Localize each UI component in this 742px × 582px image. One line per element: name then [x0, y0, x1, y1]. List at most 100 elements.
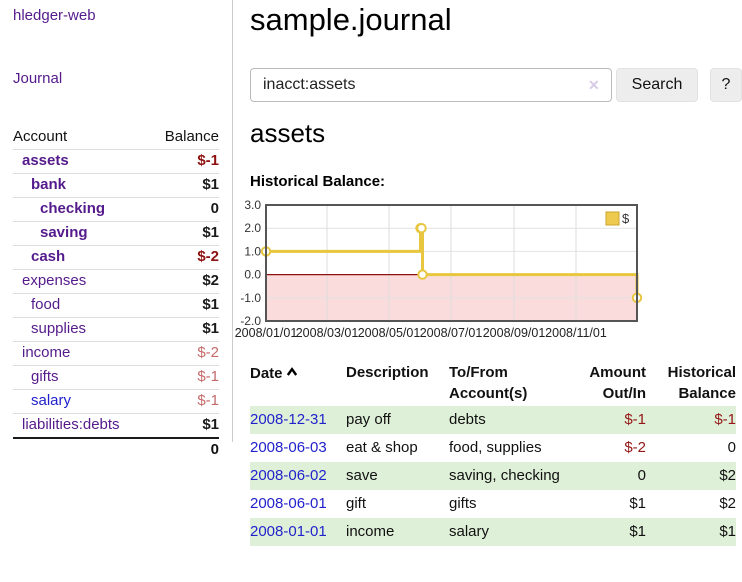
account-cell: saving	[13, 221, 150, 246]
transaction-row: 2008-06-03 eat & shop food, supplies $-2 0	[250, 434, 736, 462]
transaction-balance: $-1	[714, 411, 736, 428]
column-header-accounts-line1: To/From	[449, 364, 508, 381]
transaction-amount: $-2	[624, 439, 646, 456]
transaction-date-link[interactable]: 2008-06-03	[250, 439, 327, 456]
account-cell: liabilities:debts	[13, 413, 150, 439]
brand-link[interactable]: hledger-web	[13, 7, 96, 24]
account-link[interactable]: assets	[22, 152, 69, 169]
column-header-amount: Amount Out/In	[561, 360, 646, 406]
transaction-amount: 0	[637, 467, 646, 484]
transaction-accounts: salary	[449, 523, 490, 540]
account-row: saving $1	[13, 221, 219, 246]
transaction-balance: 0	[727, 439, 736, 456]
transaction-row: 2008-06-01 gift gifts $1 $2	[250, 490, 736, 518]
account-link[interactable]: food	[31, 296, 61, 313]
account-link[interactable]: expenses	[22, 272, 87, 289]
sidebar-item-journal[interactable]: Journal	[13, 70, 63, 87]
account-link[interactable]: bank	[31, 176, 67, 193]
search-input[interactable]	[250, 68, 612, 102]
account-cell: salary	[13, 389, 150, 414]
account-link[interactable]: saving	[40, 224, 88, 241]
account-balance: $1	[149, 293, 219, 318]
account-cell: checking	[13, 197, 150, 222]
transaction-description: pay off	[346, 411, 391, 428]
account-balance: $1	[149, 317, 219, 342]
account-cell: food	[13, 293, 150, 318]
transaction-date-link[interactable]: 2008-06-02	[250, 467, 327, 484]
account-row: food $1	[13, 293, 219, 318]
account-balance: $1	[149, 413, 219, 439]
transaction-accounts: debts	[449, 411, 486, 428]
transaction-date-link[interactable]: 2008-01-01	[250, 523, 327, 540]
column-header-amount-line2: Out/In	[602, 385, 646, 402]
accounts-body: assets $-1 bank $1 checking 0 saving $1 cash $-2 e…	[13, 149, 219, 439]
account-cell: assets	[13, 149, 150, 174]
column-header-amount-line1: Amount	[589, 364, 646, 381]
account-row: liabilities:debts $1	[13, 413, 219, 439]
column-header-balance: Historical Balance	[646, 360, 736, 406]
transaction-date: 2008-06-03	[250, 434, 346, 462]
svg-text:2008/11/01: 2008/11/01	[545, 326, 607, 340]
column-header-balance-line1: Historical	[667, 364, 736, 381]
accounts-header-row: Account Balance	[13, 126, 219, 150]
transaction-date-link[interactable]: 2008-12-31	[250, 411, 327, 428]
transaction-date: 2008-12-31	[250, 406, 346, 434]
account-row: assets $-1	[13, 149, 219, 174]
account-link[interactable]: cash	[31, 248, 66, 265]
transaction-balance: $2	[719, 495, 736, 512]
column-header-date[interactable]: Date	[250, 360, 346, 406]
transaction-description: eat & shop	[346, 439, 418, 456]
account-row: income $-2	[13, 341, 219, 366]
account-cell: expenses	[13, 269, 150, 294]
transaction-date-link[interactable]: 2008-06-01	[250, 495, 327, 512]
historical-balance-chart: $3.0 2.0 1.0 0.0 -1.0 -2.0 2008/01/01 2008/03/0…	[235, 198, 650, 344]
accounts-total-value: 0	[149, 437, 219, 462]
svg-text:-1.0: -1.0	[240, 291, 261, 305]
transaction-balance: $1	[719, 523, 736, 540]
transaction-amount: $1	[629, 523, 646, 540]
account-cell: cash	[13, 245, 150, 270]
transaction-accounts: gifts	[449, 495, 477, 512]
account-row: expenses $2	[13, 269, 219, 294]
transaction-date: 2008-01-01	[250, 518, 346, 546]
svg-text:2008/09/01: 2008/09/01	[483, 326, 546, 340]
column-header-date-label: Date	[250, 365, 283, 382]
search-button[interactable]: Search	[616, 68, 698, 102]
column-header-description: Description	[346, 364, 429, 381]
account-heading: assets	[250, 118, 326, 148]
account-link[interactable]: income	[22, 344, 71, 361]
svg-text:3.0: 3.0	[244, 198, 261, 212]
account-balance: $1	[149, 173, 219, 198]
svg-text:1.0: 1.0	[244, 244, 261, 258]
account-link[interactable]: checking	[40, 200, 106, 217]
accounts-header-balance: Balance	[149, 126, 219, 150]
account-row: salary $-1	[13, 389, 219, 414]
account-row: gifts $-1	[13, 365, 219, 390]
column-header-balance-line2: Balance	[678, 385, 736, 402]
account-balance: $-1	[149, 149, 219, 174]
svg-text:2008/05/01: 2008/05/01	[358, 326, 421, 340]
account-link[interactable]: salary	[31, 392, 72, 409]
account-cell: gifts	[13, 365, 150, 390]
transaction-amount: $-1	[624, 411, 646, 428]
transaction-date: 2008-06-02	[250, 462, 346, 490]
account-link[interactable]: gifts	[31, 368, 59, 385]
transaction-accounts: food, supplies	[449, 439, 542, 456]
svg-text:2008/03/01: 2008/03/01	[296, 326, 359, 340]
help-button[interactable]: ?	[710, 68, 742, 102]
account-balance: $-2	[149, 245, 219, 270]
chart-title: Historical Balance:	[250, 173, 386, 190]
search-form: ✕ Search ?	[250, 68, 742, 102]
account-balance: $-1	[149, 389, 219, 414]
column-header-accounts-line2: Account(s)	[449, 385, 528, 402]
transaction-row: 2008-12-31 pay off debts $-1 $-1	[250, 406, 736, 434]
transaction-date: 2008-06-01	[250, 490, 346, 518]
svg-text:-2.0: -2.0	[240, 314, 261, 328]
clear-search-icon[interactable]: ✕	[588, 77, 600, 93]
account-balance: $-2	[149, 341, 219, 366]
account-link[interactable]: liabilities:debts	[22, 416, 120, 433]
svg-text:2.0: 2.0	[244, 221, 261, 235]
accounts-total-row: 0	[13, 437, 219, 462]
account-cell: supplies	[13, 317, 150, 342]
account-link[interactable]: supplies	[31, 320, 87, 337]
